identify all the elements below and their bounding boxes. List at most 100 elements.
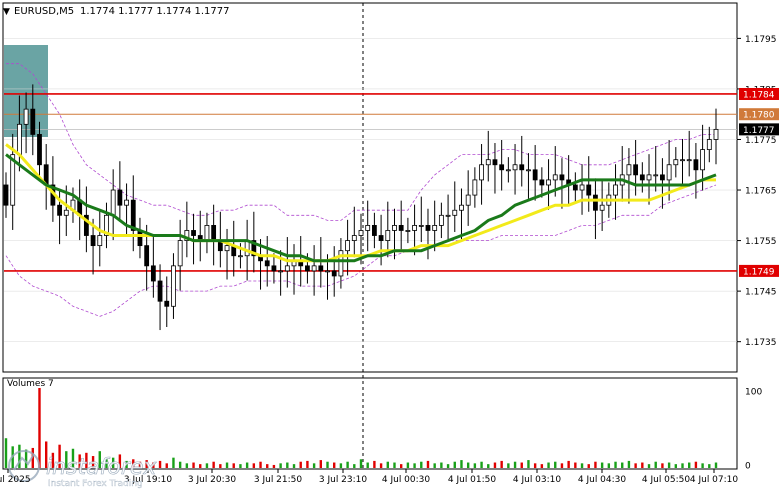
candle-body-down	[519, 164, 525, 171]
candle-body-down	[90, 235, 96, 247]
candle-74	[499, 139, 505, 191]
candle-body-up	[485, 159, 491, 166]
candle-98	[660, 158, 665, 209]
candle-23	[157, 264, 163, 331]
candle-body-down	[191, 230, 196, 236]
candle-body-down	[331, 270, 337, 277]
x-tick-label-8: 4 Jul 04:30	[578, 475, 627, 485]
candle-5	[37, 121, 42, 178]
current-price-tag-bg	[739, 123, 779, 136]
level-tag-1.1784: 1.1784	[743, 90, 775, 100]
ma-fast-line	[5, 153, 717, 263]
candle-body-up	[345, 240, 351, 252]
candle-body-up	[412, 225, 417, 231]
candle-66	[445, 194, 451, 241]
volume-bars	[4, 388, 718, 468]
candles	[3, 84, 719, 331]
candle-76	[512, 144, 518, 195]
candle-body-up	[526, 169, 531, 172]
price-panel-frame	[2, 2, 738, 373]
candle-body-up	[405, 230, 411, 232]
candle-body-down	[251, 240, 257, 257]
candle-body-down	[164, 300, 170, 307]
ohlc-label: 1.1774 1.1777 1.1774 1.1777	[80, 6, 230, 17]
candle-body-up	[653, 174, 659, 177]
candle-body-down	[3, 184, 9, 206]
candle-105	[706, 126, 712, 163]
candle-body-down	[532, 169, 538, 181]
watermark-brand: instaforex	[46, 455, 157, 480]
candle-83	[559, 158, 565, 209]
candle-body-down	[593, 194, 598, 211]
candle-body-up	[459, 204, 464, 211]
candle-body-up	[110, 189, 116, 216]
candle-101	[680, 138, 685, 185]
candle-body-up	[452, 209, 458, 216]
candle-body-up	[599, 204, 605, 211]
candle-body-down	[211, 225, 217, 241]
y-tick-label-6: 1.1735	[745, 338, 777, 348]
candle-body-up	[351, 235, 357, 241]
candle-body-up	[124, 199, 129, 206]
candle-body-up	[184, 230, 190, 241]
candle-57	[385, 201, 391, 258]
candle-13	[90, 218, 96, 275]
symbol-label: EURUSD,M5	[14, 6, 74, 17]
candle-3	[23, 92, 29, 154]
candle-body-up	[445, 214, 451, 217]
candle-19	[130, 175, 136, 252]
x-tick-label-3: 3 Jul 21:50	[254, 475, 303, 485]
candle-body-down	[271, 265, 277, 272]
candle-body-up	[626, 164, 632, 176]
candle-body-down	[398, 225, 404, 231]
moving-averages	[5, 143, 717, 263]
candle-47	[318, 237, 324, 288]
candle-body-down	[559, 174, 565, 181]
candle-body-up	[325, 270, 330, 273]
candle-body-up	[438, 214, 444, 226]
candle-body-up	[204, 225, 210, 241]
candle-body-up	[418, 225, 424, 227]
candle-54	[365, 200, 371, 252]
candle-body-up	[284, 265, 290, 272]
candle-body-down	[425, 225, 431, 231]
candle-body-down	[264, 260, 270, 267]
candle-body-down	[144, 245, 150, 267]
candle-body-up	[177, 240, 183, 267]
candle-62	[418, 196, 424, 243]
candle-40	[271, 253, 277, 284]
candle-100	[673, 147, 679, 178]
candle-body-up	[238, 255, 243, 258]
candle-body-up	[465, 194, 471, 206]
candle-63	[425, 208, 431, 260]
candle-78	[526, 153, 531, 199]
candle-body-up	[673, 159, 679, 166]
candle-88	[593, 178, 598, 240]
candle-body-up	[338, 250, 344, 277]
candle-body-down	[130, 199, 136, 231]
candle-60	[405, 217, 411, 244]
watermark-tagline: Instant Forex Trading	[48, 479, 143, 489]
level-tag-1.1749: 1.1749	[743, 267, 775, 277]
candle-87	[586, 156, 592, 212]
candle-body-down	[639, 174, 645, 181]
dropdown-arrow-icon[interactable]: ▼	[3, 7, 10, 17]
level-tag-bg	[739, 264, 779, 277]
candle-body-down	[539, 179, 545, 186]
candle-body-down	[150, 265, 156, 282]
volumes-label: Volumes 7	[7, 379, 54, 389]
x-tick-label-7: 4 Jul 03:10	[513, 475, 562, 485]
candle-body-down	[572, 184, 578, 191]
candle-39	[264, 236, 270, 287]
y-tick-label-3: 1.1765	[745, 187, 777, 197]
candle-26	[177, 219, 183, 291]
candle-42	[284, 237, 290, 288]
candle-body-up	[479, 164, 484, 181]
candle-4	[30, 84, 36, 156]
candle-25	[171, 253, 176, 319]
candle-body-up	[579, 184, 585, 191]
candle-69	[465, 170, 471, 226]
candle-49	[331, 246, 337, 297]
candle-body-up	[392, 225, 397, 231]
